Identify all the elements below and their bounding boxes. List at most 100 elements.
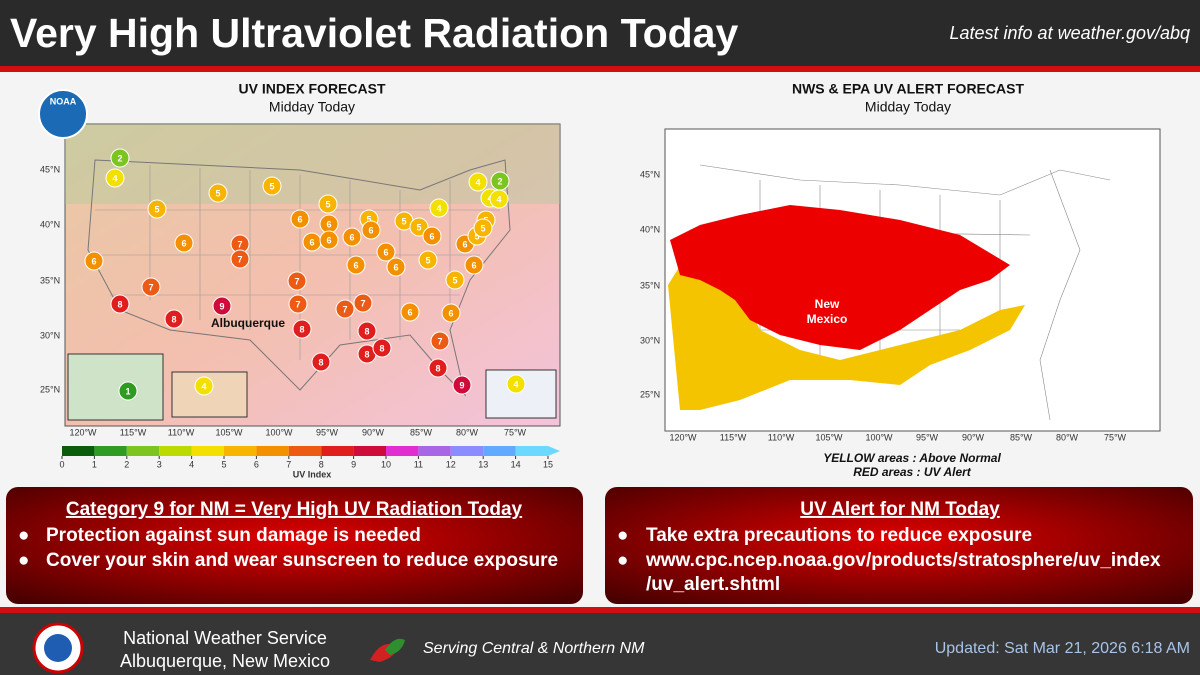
footer-org: Albuquerque, New Mexico	[120, 651, 330, 671]
noaa-logo-text: NOAA	[50, 96, 77, 106]
lon-label: 85°W	[1010, 432, 1033, 442]
uv-marker-label: 6	[393, 262, 398, 272]
lon-label: 85°W	[410, 427, 433, 437]
right-title: NWS & EPA UV ALERT FORECAST	[792, 81, 1024, 97]
city-label: Albuquerque	[211, 316, 285, 330]
right-bullet: Take extra precautions to reduce exposur…	[646, 525, 1032, 546]
colorbar-label: UV Index	[293, 469, 332, 479]
colorbar-tick-label: 1	[92, 459, 97, 469]
uv-marker	[290, 209, 310, 229]
colorbar-tick-label: 3	[157, 459, 162, 469]
colorbar-tick-label: 9	[351, 459, 356, 469]
uv-marker-label: 4	[112, 173, 117, 183]
uv-marker-label: 6	[181, 238, 186, 248]
uv-marker	[445, 270, 465, 290]
uv-marker-label: 7	[294, 276, 299, 286]
uv-marker	[118, 381, 138, 401]
lat-label: 30°N	[40, 330, 60, 340]
uv-marker-label: 7	[237, 254, 242, 264]
uv-marker-label: 9	[219, 301, 224, 311]
colorbar-segment	[321, 446, 354, 456]
lon-label: 90°W	[962, 432, 985, 442]
yellow-area	[668, 250, 1025, 410]
legend-red: RED areas : UV Alert	[853, 465, 972, 479]
colorbar-segment	[94, 446, 127, 456]
lon-label: 95°W	[916, 432, 939, 442]
uv-marker	[212, 296, 232, 316]
uv-marker-label: 6	[349, 232, 354, 242]
colorbar-segment	[450, 446, 484, 456]
uv-marker-label: 5	[215, 188, 220, 198]
colorbar-tick-label: 6	[254, 459, 259, 469]
hawaii-inset	[171, 371, 248, 418]
uv-marker	[287, 271, 307, 291]
uv-marker-label: 5	[416, 222, 421, 232]
uv-marker	[105, 168, 125, 188]
uv-marker-label: 6	[471, 260, 476, 270]
uv-marker-label: 6	[353, 260, 358, 270]
uv-marker	[452, 375, 472, 395]
right-box	[605, 487, 1193, 604]
uv-marker-label: 8	[171, 314, 176, 324]
header-bar	[0, 0, 1200, 66]
lon-label: 105°W	[815, 432, 843, 442]
lat-label: 40°N	[40, 219, 60, 229]
left-bullet: Protection against sun damage is needed	[46, 525, 421, 546]
uv-marker-label: 4	[475, 177, 480, 187]
bullet-dot: ●	[617, 525, 628, 546]
lat-label: 30°N	[640, 335, 660, 345]
uv-marker	[506, 374, 526, 394]
colorbar-tick-label: 7	[286, 459, 291, 469]
colorbar-tick-label: 11	[414, 459, 423, 469]
uv-marker-label: 7	[342, 304, 347, 314]
uv-marker-label: 5	[401, 216, 406, 226]
uv-marker	[376, 242, 396, 262]
lon-label: 110°W	[168, 427, 195, 437]
lon-label: 105°W	[215, 427, 243, 437]
uv-marker-label: 5	[269, 181, 274, 191]
uv-marker-label: 6	[297, 214, 302, 224]
uv-marker	[318, 194, 338, 214]
left-subtitle: Midday Today	[269, 99, 355, 115]
uv-marker-label: 7	[148, 282, 153, 292]
colorbar-tick-label: 2	[124, 459, 129, 469]
uv-marker-label: 8	[364, 326, 369, 336]
uv-marker	[194, 376, 214, 396]
uv-marker-label: 5	[366, 214, 371, 224]
lat-label: 35°N	[640, 280, 660, 290]
uv-marker-label: 7	[437, 336, 442, 346]
footer-rule	[0, 607, 1200, 613]
uv-marker-label: 6	[368, 225, 373, 235]
colorbar-segment	[483, 446, 516, 456]
uv-marker	[141, 277, 161, 297]
uv-marker	[441, 303, 461, 323]
uv-marker	[110, 148, 130, 168]
chile-icon	[385, 638, 405, 655]
uv-marker-label: 9	[459, 380, 464, 390]
lat-label: 45°N	[640, 169, 660, 179]
uv-marker	[473, 218, 493, 238]
uv-marker-label: 6	[326, 235, 331, 245]
uv-marker-label: 4	[201, 381, 206, 391]
uv-marker-label: 8	[299, 324, 304, 334]
lat-label: 45°N	[40, 164, 60, 174]
uv-marker-label: 8	[318, 357, 323, 367]
uv-marker-label: 5	[474, 231, 479, 241]
colorbar-tip	[548, 446, 560, 456]
lat-label: 25°N	[40, 384, 60, 394]
uv-marker	[311, 352, 331, 372]
lon-label: 75°W	[504, 427, 527, 437]
colorbar-segment	[62, 446, 95, 456]
colorbar-tick-label: 10	[381, 459, 391, 469]
colorbar-tick-label: 14	[511, 459, 521, 469]
lon-label: 100°W	[265, 427, 293, 437]
bullet-dot: ●	[18, 550, 29, 571]
uv-marker	[400, 302, 420, 322]
colorbar-tick-label: 4	[189, 459, 194, 469]
legend-yellow: YELLOW areas : Above Normal	[823, 451, 1001, 465]
header-link: Latest info at weather.gov/abq	[950, 23, 1191, 43]
uv-marker-label: 2	[497, 176, 502, 186]
footer-tagline: Serving Central & Northern NM	[423, 640, 645, 657]
uv-marker	[409, 217, 429, 237]
colorbar-segment	[418, 446, 451, 456]
